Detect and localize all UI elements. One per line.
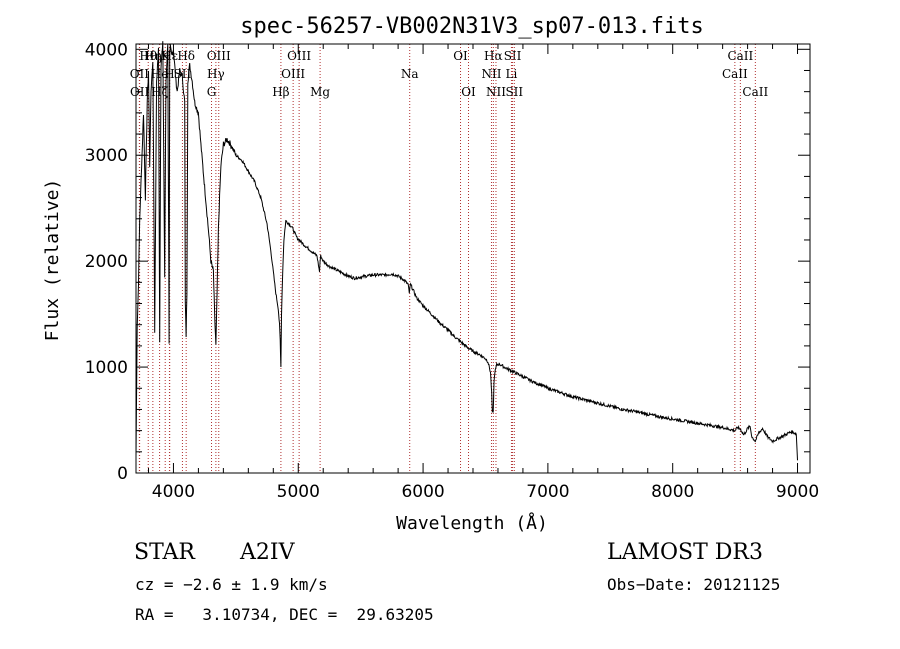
line-label-Hθ: Hθ (139, 49, 157, 63)
plot-frame (135, 43, 811, 474)
axis-ticks: 4000 5000 6000 7000 8000 9000 0 1000 2000 3000 400… (85, 40, 819, 502)
line-label-G: G (207, 85, 217, 99)
y-tick-label: 2000 (85, 252, 128, 272)
flux-series-line (135, 41, 798, 461)
line-label-OIII: OIII (287, 49, 311, 63)
line-label-Hα: Hα (484, 49, 503, 63)
line-label-OIII: OIII (281, 67, 305, 81)
observation-date: Obs−Date: 20121125 (607, 575, 781, 594)
line-label-Na: Na (401, 67, 419, 81)
y-tick-label: 1000 (85, 358, 128, 378)
line-label-He: He (151, 67, 169, 81)
object-class: STAR (134, 540, 195, 565)
line-label-Hδ: Hδ (177, 49, 195, 63)
y-tick-label: 0 (117, 464, 128, 484)
x-tick-label: 4000 (152, 482, 195, 502)
line-label-CaII: CaII (742, 85, 768, 99)
x-tick-label: 8000 (651, 482, 694, 502)
line-label-Hζ: Hζ (151, 85, 168, 99)
line-label-NII: NII (486, 85, 506, 99)
survey-name: LAMOST DR3 (607, 540, 763, 565)
object-subclass: A2IV (240, 540, 295, 565)
line-label-Mg: Mg (310, 85, 330, 99)
x-tick-label: 6000 (401, 482, 444, 502)
x-axis-label: Wavelength (Å) (396, 512, 548, 534)
redshift-velocity: cz = −2.6 ± 1.9 km/s (135, 575, 328, 594)
line-label-Hβ: Hβ (272, 85, 289, 99)
y-tick-label: 4000 (85, 40, 128, 60)
y-axis-label: Flux (relative) (42, 179, 63, 342)
line-label-SII: SII (505, 85, 523, 99)
y-tick-label: 3000 (85, 146, 128, 166)
line-label-OI: OI (461, 85, 476, 99)
chart-title: spec-56257-VB002N31V3_sp07-013.fits (240, 14, 704, 39)
line-label-CaII: CaII (722, 67, 748, 81)
ra-dec-coordinates: RA = 3.10734, DEC = 29.63205 (135, 605, 434, 624)
line-label-SII: SII (504, 49, 522, 63)
line-label-NII: NII (481, 67, 501, 81)
line-label-OIII: OIII (207, 49, 231, 63)
x-tick-label: 9000 (776, 482, 819, 502)
line-label-CaII: CaII (727, 49, 753, 63)
line-label-Hγ: Hγ (207, 67, 225, 81)
line-label-Li: Li (506, 67, 518, 81)
x-tick-label: 5000 (277, 482, 320, 502)
line-label-K: K (161, 49, 171, 63)
x-tick-label: 7000 (526, 482, 569, 502)
line-label-OI: OI (453, 49, 468, 63)
